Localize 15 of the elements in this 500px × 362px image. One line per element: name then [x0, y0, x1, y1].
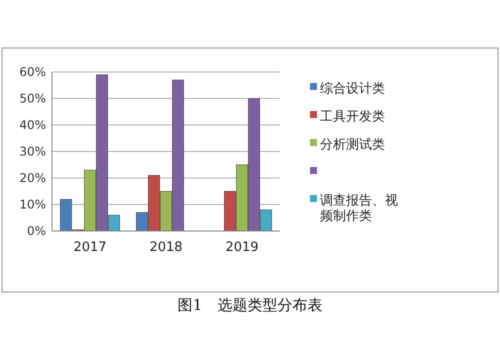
y-tick-label: 30% — [19, 144, 46, 159]
legend-label: 分析测试类 — [320, 138, 385, 153]
y-tick-label: 50% — [19, 92, 46, 106]
legend-label: 工具开发类 — [320, 110, 385, 125]
y-tick-label: 10% — [19, 198, 46, 212]
x-tick-label: 2019 — [225, 240, 259, 255]
x-tick-label: 2018 — [149, 240, 183, 255]
x-tick-label: 2017 — [73, 240, 107, 255]
y-tick-label: 20% — [19, 171, 46, 186]
legend-label: 综合设计类 — [320, 82, 385, 97]
y-tick-label: 60% — [19, 65, 46, 80]
legend-label: 调查报告、视频制作类 — [320, 194, 398, 224]
y-tick-label: 40% — [19, 118, 46, 132]
y-tick-label: 0% — [26, 224, 46, 238]
text: 图1 选题类型分布表 — [178, 296, 322, 314]
